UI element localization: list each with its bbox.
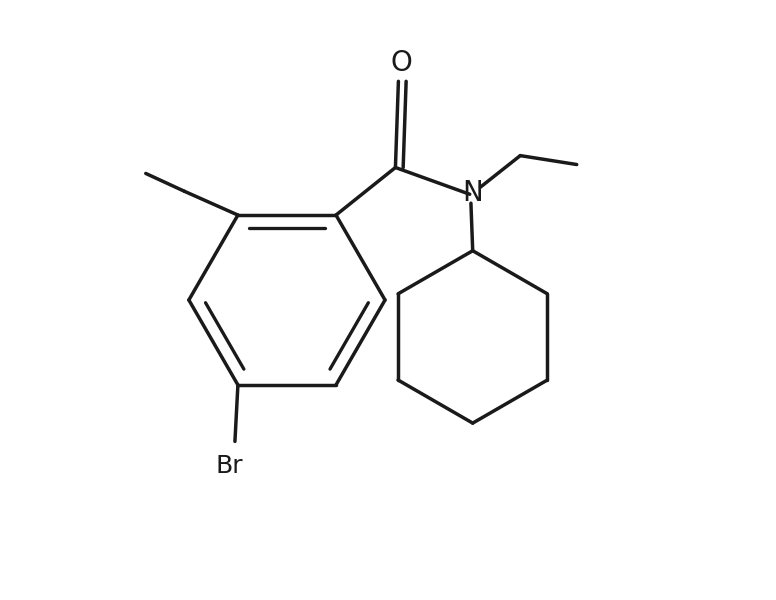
Text: O: O [390,49,412,77]
Text: Br: Br [215,454,243,478]
Text: N: N [462,179,483,207]
